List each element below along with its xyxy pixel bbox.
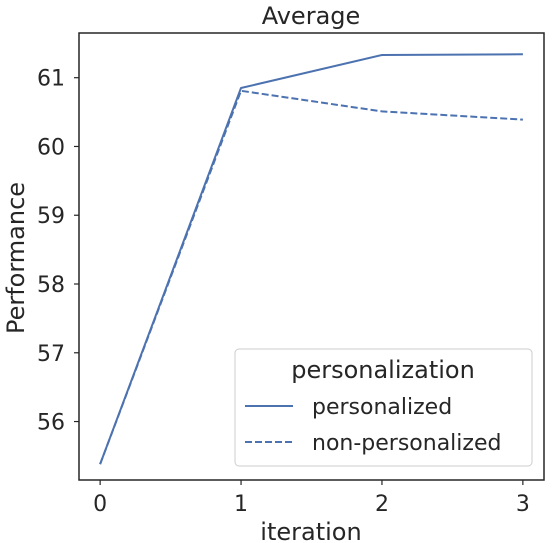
x-tick-label: 1 xyxy=(234,492,248,517)
legend: personalization personalized non-persona… xyxy=(234,348,533,467)
y-tick-label: 60 xyxy=(37,135,65,160)
y-axis-ticks: 56 57 58 59 60 61 xyxy=(37,67,79,436)
chart-title: Average xyxy=(262,2,361,30)
legend-box xyxy=(234,348,533,467)
y-axis-label: Performance xyxy=(2,182,30,334)
x-tick-label: 3 xyxy=(516,492,530,517)
x-tick-label: 0 xyxy=(93,492,107,517)
y-tick-label: 58 xyxy=(37,273,65,298)
legend-label-personalized: personalized xyxy=(312,395,452,420)
series-line-non-personalized xyxy=(99,89,523,465)
y-tick-label: 57 xyxy=(37,342,65,367)
y-tick-label: 61 xyxy=(37,67,65,92)
legend-label-non-personalized: non-personalized xyxy=(312,431,501,456)
x-tick-label: 2 xyxy=(375,492,389,517)
y-tick-label: 59 xyxy=(37,204,65,229)
x-axis-label: iteration xyxy=(260,518,361,543)
legend-title: personalization xyxy=(291,356,475,384)
series-lines xyxy=(99,53,523,465)
x-axis-ticks: 0 1 2 3 xyxy=(93,480,530,517)
y-tick-label: 56 xyxy=(37,411,65,436)
